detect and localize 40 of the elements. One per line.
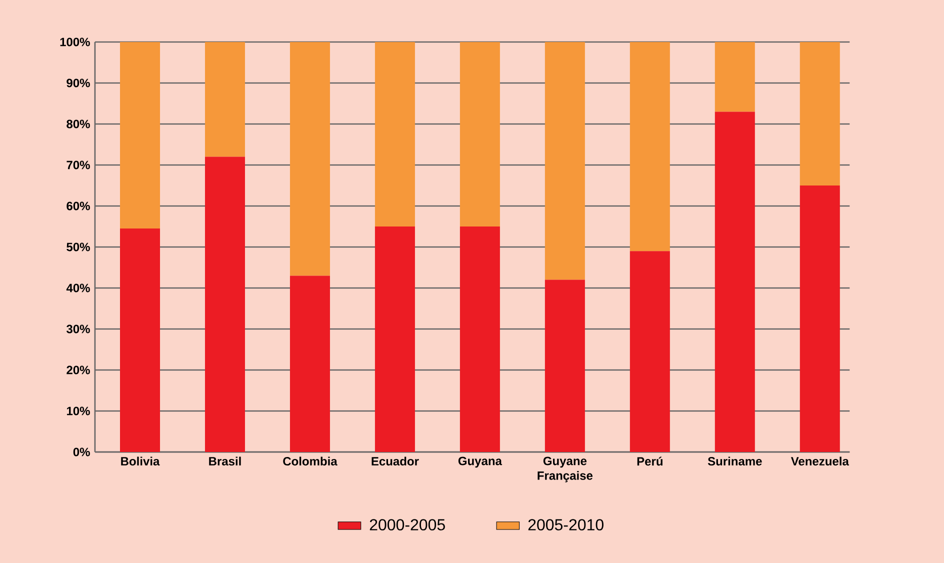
y-tick-label: 80% [66, 120, 90, 128]
y-tick-label: 50% [66, 242, 90, 252]
x-tick-label: Guyane Française [538, 456, 593, 482]
bar [374, 42, 415, 226]
bar [544, 42, 585, 280]
legend-label: 2005-2010 [528, 519, 604, 530]
y-tick-label: 10% [66, 406, 90, 416]
y-tick-label: 60% [66, 202, 90, 210]
bar [374, 226, 415, 452]
bar [204, 156, 245, 452]
bar [800, 185, 840, 452]
x-tick-label: Venezuela [790, 456, 849, 466]
x-tick-label: Perú [637, 456, 662, 466]
bar [290, 42, 330, 276]
bar [630, 42, 670, 252]
y-tick-label: 20% [66, 366, 90, 374]
bar [714, 42, 755, 112]
bar [204, 42, 245, 157]
bar [800, 42, 840, 186]
bar [120, 42, 160, 229]
x-tick-label: Suriname [708, 456, 762, 466]
bar [544, 280, 585, 452]
y-tick-label: 100% [60, 38, 90, 46]
bar [714, 112, 755, 452]
bar [290, 276, 330, 452]
bar [630, 251, 670, 452]
x-tick-label: Brasil [209, 456, 241, 466]
legend-label: 2000-2005 [370, 519, 445, 530]
bar [460, 226, 500, 452]
bar [460, 42, 500, 226]
x-tick-label: Ecuador [372, 456, 419, 466]
y-tick-label: 40% [66, 284, 90, 292]
y-tick-label: 30% [66, 324, 90, 334]
x-tick-label: Bolivia [121, 456, 160, 466]
y-tick-label: 0% [73, 448, 90, 456]
y-tick-label: 90% [66, 78, 90, 88]
x-tick-label: Guyana [458, 456, 502, 468]
x-tick-label: Colombia [283, 456, 338, 466]
bar [120, 228, 160, 452]
y-tick-label: 70% [66, 160, 90, 170]
